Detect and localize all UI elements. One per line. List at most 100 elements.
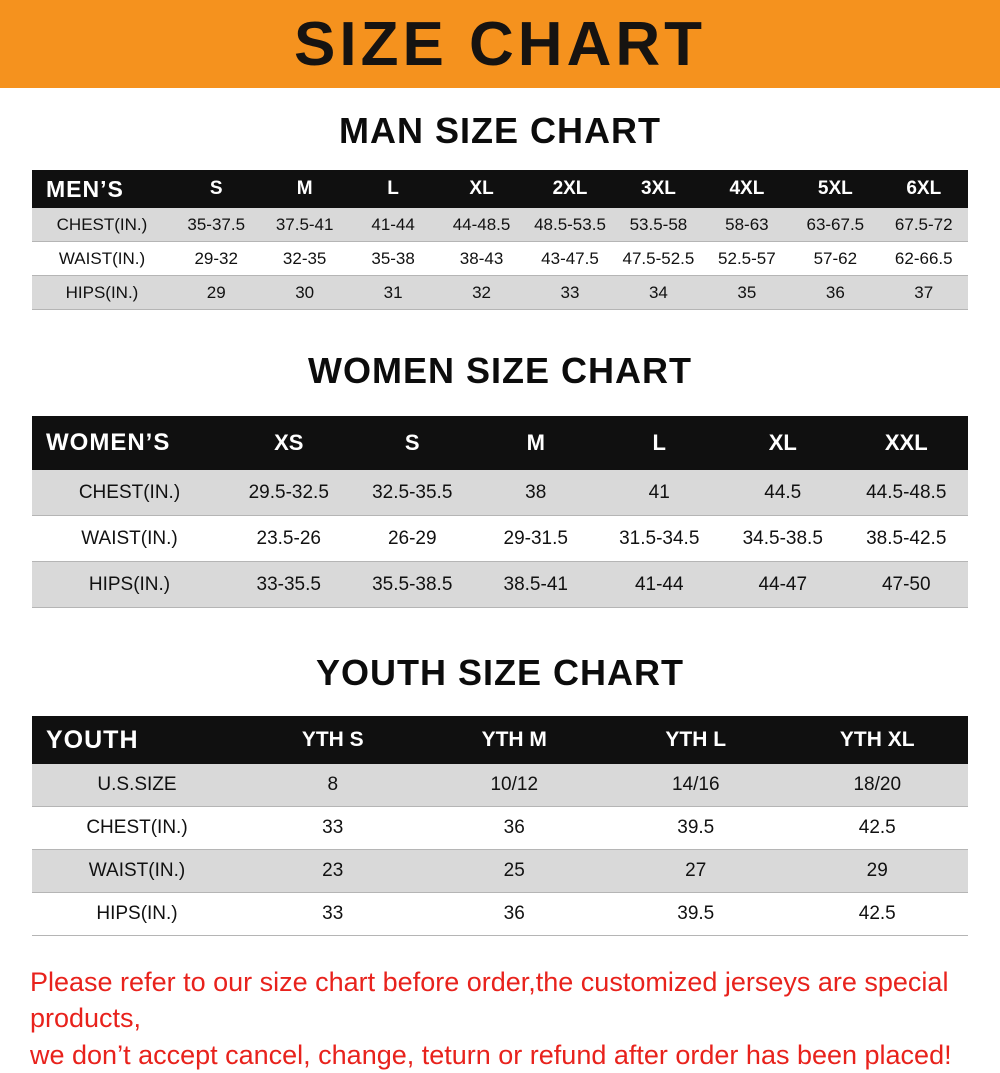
- cell: 34: [648, 282, 668, 302]
- cell: 3XL: [641, 178, 676, 199]
- row-label: CHEST(IN.): [86, 817, 188, 838]
- row-label: HIPS(IN.): [96, 903, 178, 924]
- table-row: U.S.SIZE 8 10/12 14/16 18/20: [32, 764, 968, 807]
- cell: 37: [914, 282, 934, 302]
- order-notice-line2: we don’t accept cancel, change, teturn o…: [30, 1039, 952, 1070]
- table-row: CHEST(IN.) 29.5-32.5 32.5-35.5 38 41 44.5 44.5…: [32, 470, 968, 516]
- cell: 44-48.5: [452, 214, 511, 234]
- cell: 5XL: [817, 178, 853, 199]
- cell: 25: [503, 860, 525, 881]
- cell: 14/16: [671, 774, 720, 795]
- cell: 35-38: [371, 248, 415, 268]
- row-label: CHEST(IN.): [56, 214, 148, 234]
- cell: 29: [866, 860, 888, 881]
- cell: 33: [322, 817, 344, 838]
- cell: 8: [327, 774, 339, 795]
- order-notice-line1: Please refer to our size chart before or…: [30, 967, 949, 1034]
- cell: XL: [469, 178, 494, 199]
- cell: 33-35.5: [256, 573, 321, 595]
- table-row: HIPS(IN.) 29 30 31 32 33 34 35 36 37: [32, 276, 968, 310]
- cell: 38.5-41: [503, 573, 568, 595]
- table-header-row: WOMEN’S XS S M L XL XXL: [32, 416, 968, 470]
- cell: YTH M: [481, 728, 547, 751]
- cell: 10/12: [490, 774, 539, 795]
- cell: 36: [503, 817, 525, 838]
- row-label: WOMEN’S: [46, 429, 171, 456]
- table-row: HIPS(IN.) 33 36 39.5 42.5: [32, 893, 968, 936]
- cell: 27: [685, 860, 707, 881]
- cell: 32.5-35.5: [372, 481, 453, 503]
- cell: 41: [648, 481, 670, 503]
- row-label: WAIST(IN.): [88, 860, 186, 881]
- man-size-chart-section: MAN SIZE CHART MEN’S S M L XL 2XL 3XL 4XL 5XL 6XL…: [0, 110, 1000, 310]
- cell: XS: [274, 430, 304, 455]
- cell: 58-63: [725, 214, 769, 234]
- cell: 42.5: [858, 903, 896, 924]
- cell: 42.5: [858, 817, 896, 838]
- cell: 23.5-26: [256, 527, 321, 549]
- cell: L: [387, 178, 399, 199]
- women-size-chart-section: WOMEN SIZE CHART WOMEN’S XS S M L XL XXL CHEST(…: [0, 350, 1000, 608]
- cell: 41-44: [371, 214, 415, 234]
- cell: S: [209, 178, 223, 199]
- table-row: CHEST(IN.) 33 36 39.5 42.5: [32, 807, 968, 850]
- cell: 33: [322, 903, 344, 924]
- cell: 26-29: [387, 527, 437, 549]
- cell: 38: [525, 481, 547, 503]
- cell: 43-47.5: [541, 248, 599, 268]
- cell: 18/20: [853, 774, 902, 795]
- cell: 32: [472, 282, 491, 302]
- cell: 29.5-32.5: [248, 481, 329, 503]
- table-row: CHEST(IN.) 35-37.5 37.5-41 41-44 44-48.5 48.5…: [32, 208, 968, 242]
- cell: 53.5-58: [629, 214, 688, 234]
- cell: 32-35: [282, 248, 327, 268]
- cell: YTH XL: [839, 728, 915, 751]
- table-row: WAIST(IN.) 23.5-26 26-29 29-31.5 31.5-34.5 34…: [32, 516, 968, 562]
- cell: S: [404, 430, 420, 455]
- cell: 33: [560, 282, 580, 302]
- cell: XL: [768, 430, 797, 455]
- cell: 38.5-42.5: [866, 527, 947, 549]
- cell: 36: [825, 282, 845, 302]
- cell: 34.5-38.5: [742, 527, 823, 549]
- cell: 47.5-52.5: [622, 248, 695, 268]
- cell: 52.5-57: [718, 248, 776, 268]
- cell: 38-43: [459, 248, 504, 268]
- cell: 29-31.5: [503, 527, 568, 549]
- cell: 35.5-38.5: [372, 573, 453, 595]
- row-label: YOUTH: [46, 725, 139, 754]
- cell: 67.5-72: [894, 214, 953, 234]
- cell: 39.5: [677, 903, 715, 924]
- cell: XXL: [884, 430, 928, 455]
- cell: 35-37.5: [187, 214, 246, 234]
- cell: YTH L: [665, 728, 727, 751]
- table-header-row: MEN’S S M L XL 2XL 3XL 4XL 5XL 6XL: [32, 170, 968, 208]
- row-label: U.S.SIZE: [97, 774, 177, 795]
- cell: YTH S: [301, 728, 364, 751]
- cell: 30: [295, 282, 315, 302]
- cell: 35: [737, 282, 757, 302]
- cell: 2XL: [552, 178, 588, 199]
- youth-chart-heading: YOUTH SIZE CHART: [315, 652, 684, 693]
- cell: 57-62: [813, 248, 858, 268]
- table-row: WAIST(IN.) 29-32 32-35 35-38 38-43 43-47.5 47.…: [32, 242, 968, 276]
- row-label: HIPS(IN.): [88, 573, 171, 595]
- youth-size-table: YOUTH YTH S YTH M YTH L YTH XL U.S.SIZE 8 10/12…: [32, 716, 968, 936]
- row-label: WAIST(IN.): [81, 527, 178, 549]
- man-chart-heading: MAN SIZE CHART: [339, 110, 661, 151]
- cell: 44-47: [758, 573, 808, 595]
- banner-title: SIZE CHART: [294, 9, 706, 79]
- cell: L: [652, 430, 666, 455]
- cell: 39.5: [677, 817, 715, 838]
- cell: 36: [503, 903, 525, 924]
- table-header-row: YOUTH YTH S YTH M YTH L YTH XL: [32, 716, 968, 764]
- cell: M: [296, 178, 313, 199]
- table-row: WAIST(IN.) 23 25 27 29: [32, 850, 968, 893]
- row-label: HIPS(IN.): [65, 282, 139, 302]
- row-label: CHEST(IN.): [78, 481, 181, 503]
- women-chart-heading: WOMEN SIZE CHART: [308, 350, 692, 391]
- cell: 23: [322, 860, 344, 881]
- cell: 31: [383, 282, 403, 302]
- order-notice: Please refer to our size chart before or…: [30, 964, 980, 1073]
- cell: 44.5-48.5: [866, 481, 947, 503]
